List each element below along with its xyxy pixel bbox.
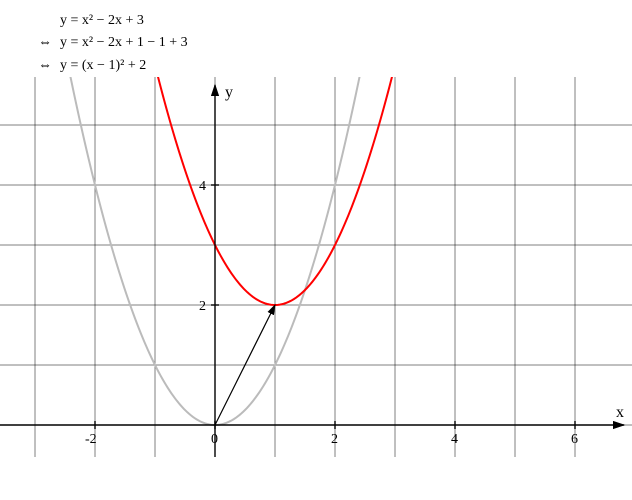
parabola-chart: -2 0 2 4 6 2 4 x y — [0, 77, 632, 457]
equation-block: y = x² − 2x + 3 ⇔ y = x² − 2x + 1 − 1 + … — [0, 0, 632, 77]
svg-text:2: 2 — [331, 432, 338, 447]
iff-symbol: ⇔ — [30, 32, 60, 54]
svg-text:y: y — [225, 84, 233, 101]
equation-row-3: ⇔ y = (x − 1)² + 2 — [30, 55, 632, 77]
equation-2: y = x² − 2x + 1 − 1 + 3 — [60, 32, 188, 54]
svg-text:4: 4 — [451, 432, 458, 447]
iff-symbol: ⇔ — [30, 55, 60, 77]
chart-svg: -2 0 2 4 6 2 4 x y — [0, 77, 632, 457]
svg-text:4: 4 — [199, 179, 206, 194]
equation-row-1: y = x² − 2x + 3 — [30, 10, 632, 32]
svg-text:-2: -2 — [85, 432, 97, 447]
svg-text:6: 6 — [571, 432, 578, 447]
svg-text:x: x — [616, 404, 624, 421]
equation-1: y = x² − 2x + 3 — [60, 10, 144, 32]
svg-text:2: 2 — [199, 299, 206, 314]
svg-text:0: 0 — [211, 432, 218, 447]
equation-3: y = (x − 1)² + 2 — [60, 55, 146, 77]
equation-row-2: ⇔ y = x² − 2x + 1 − 1 + 3 — [30, 32, 632, 54]
